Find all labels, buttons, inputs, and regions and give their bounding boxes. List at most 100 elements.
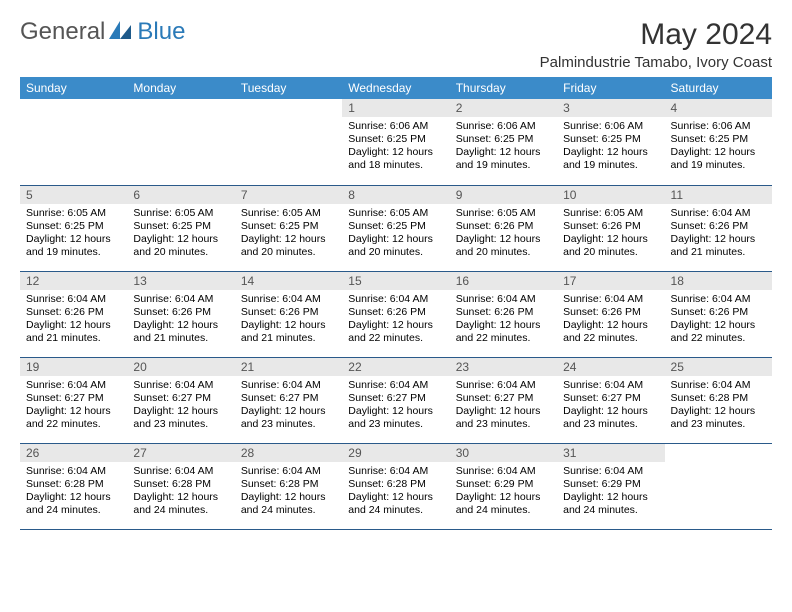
day-info-line: Sunrise: 6:04 AM [671, 207, 766, 220]
day-content: Sunrise: 6:04 AMSunset: 6:27 PMDaylight:… [450, 376, 557, 436]
day-number: 8 [342, 186, 449, 204]
day-info-line: Sunset: 6:27 PM [563, 392, 658, 405]
day-info-line: Sunrise: 6:05 AM [348, 207, 443, 220]
day-info-line: Daylight: 12 hours and 21 minutes. [241, 319, 336, 345]
day-cell: 25Sunrise: 6:04 AMSunset: 6:28 PMDayligh… [665, 357, 772, 443]
day-number [665, 444, 772, 462]
day-content [127, 117, 234, 124]
day-cell [20, 99, 127, 185]
day-content: Sunrise: 6:04 AMSunset: 6:29 PMDaylight:… [557, 462, 664, 522]
day-cell: 7Sunrise: 6:05 AMSunset: 6:25 PMDaylight… [235, 185, 342, 271]
day-info-line: Sunset: 6:26 PM [456, 306, 551, 319]
day-content: Sunrise: 6:04 AMSunset: 6:26 PMDaylight:… [557, 290, 664, 350]
day-content: Sunrise: 6:04 AMSunset: 6:27 PMDaylight:… [20, 376, 127, 436]
day-number: 24 [557, 358, 664, 376]
day-content: Sunrise: 6:06 AMSunset: 6:25 PMDaylight:… [450, 117, 557, 177]
day-info-line: Sunrise: 6:05 AM [563, 207, 658, 220]
day-cell: 20Sunrise: 6:04 AMSunset: 6:27 PMDayligh… [127, 357, 234, 443]
day-cell: 28Sunrise: 6:04 AMSunset: 6:28 PMDayligh… [235, 443, 342, 529]
day-number: 30 [450, 444, 557, 462]
day-content: Sunrise: 6:04 AMSunset: 6:26 PMDaylight:… [665, 204, 772, 264]
day-cell: 11Sunrise: 6:04 AMSunset: 6:26 PMDayligh… [665, 185, 772, 271]
day-cell: 5Sunrise: 6:05 AMSunset: 6:25 PMDaylight… [20, 185, 127, 271]
day-number: 9 [450, 186, 557, 204]
day-info-line: Daylight: 12 hours and 23 minutes. [133, 405, 228, 431]
day-cell: 10Sunrise: 6:05 AMSunset: 6:26 PMDayligh… [557, 185, 664, 271]
day-number: 27 [127, 444, 234, 462]
day-info-line: Daylight: 12 hours and 20 minutes. [133, 233, 228, 259]
day-cell: 24 Sunrise: 6:04 AMSunset: 6:27 PMDayligh… [557, 357, 664, 443]
day-info-line: Sunrise: 6:04 AM [133, 293, 228, 306]
day-number [20, 99, 127, 117]
day-info-line: Sunrise: 6:04 AM [241, 379, 336, 392]
day-info-line: Sunset: 6:25 PM [133, 220, 228, 233]
day-number: 13 [127, 272, 234, 290]
day-info-line: Daylight: 12 hours and 24 minutes. [26, 491, 121, 517]
day-content: Sunrise: 6:04 AMSunset: 6:27 PMDaylight:… [127, 376, 234, 436]
day-cell: 21Sunrise: 6:04 AMSunset: 6:27 PMDayligh… [235, 357, 342, 443]
day-info-line: Sunrise: 6:04 AM [241, 293, 336, 306]
title-block: May 2024 Palmindustrie Tamabo, Ivory Coa… [540, 18, 772, 71]
day-info-line: Daylight: 12 hours and 21 minutes. [26, 319, 121, 345]
day-info-line: Daylight: 12 hours and 23 minutes. [241, 405, 336, 431]
day-info-line: Sunrise: 6:04 AM [348, 293, 443, 306]
day-content: Sunrise: 6:04 AMSunset: 6:28 PMDaylight:… [235, 462, 342, 522]
day-info-line: Daylight: 12 hours and 19 minutes. [563, 146, 658, 172]
day-info-line: Sunset: 6:26 PM [348, 306, 443, 319]
day-info-line: Daylight: 12 hours and 23 minutes. [671, 405, 766, 431]
day-info-line: Sunrise: 6:04 AM [133, 379, 228, 392]
day-info-line: Sunset: 6:26 PM [456, 220, 551, 233]
day-info-line: Sunset: 6:28 PM [26, 478, 121, 491]
day-number: 31 [557, 444, 664, 462]
day-info-line: Sunset: 6:26 PM [563, 220, 658, 233]
day-content: Sunrise: 6:06 AMSunset: 6:25 PMDaylight:… [342, 117, 449, 177]
day-cell: 22Sunrise: 6:04 AMSunset: 6:27 PMDayligh… [342, 357, 449, 443]
day-content: Sunrise: 6:04 AMSunset: 6:28 PMDaylight:… [342, 462, 449, 522]
day-info-line: Daylight: 12 hours and 19 minutes. [671, 146, 766, 172]
day-info-line: Daylight: 12 hours and 22 minutes. [671, 319, 766, 345]
day-info-line: Daylight: 12 hours and 23 minutes. [563, 405, 658, 431]
day-info-line: Sunset: 6:29 PM [563, 478, 658, 491]
day-info-line: Sunrise: 6:05 AM [26, 207, 121, 220]
day-number: 4 [665, 99, 772, 117]
day-content: Sunrise: 6:05 AMSunset: 6:26 PMDaylight:… [450, 204, 557, 264]
day-cell: 17Sunrise: 6:04 AMSunset: 6:26 PMDayligh… [557, 271, 664, 357]
day-info-line: Sunrise: 6:06 AM [456, 120, 551, 133]
day-header-sunday: Sunday [20, 77, 127, 99]
day-info-line: Sunset: 6:27 PM [241, 392, 336, 405]
day-info-line: Sunrise: 6:04 AM [563, 379, 658, 392]
day-number: 18 [665, 272, 772, 290]
page-header: General Blue May 2024 Palmindustrie Tama… [20, 18, 772, 71]
day-content: Sunrise: 6:04 AMSunset: 6:28 PMDaylight:… [127, 462, 234, 522]
day-cell: 31Sunrise: 6:04 AMSunset: 6:29 PMDayligh… [557, 443, 664, 529]
day-header-wednesday: Wednesday [342, 77, 449, 99]
day-cell: 1Sunrise: 6:06 AMSunset: 6:25 PMDaylight… [342, 99, 449, 185]
day-info-line: Sunset: 6:29 PM [456, 478, 551, 491]
day-info-line: Sunset: 6:25 PM [348, 220, 443, 233]
day-info-line: Sunrise: 6:05 AM [241, 207, 336, 220]
day-info-line: Sunrise: 6:06 AM [563, 120, 658, 133]
day-info-line: Sunrise: 6:04 AM [456, 293, 551, 306]
day-info-line: Daylight: 12 hours and 22 minutes. [563, 319, 658, 345]
day-content: Sunrise: 6:04 AMSunset: 6:26 PMDaylight:… [665, 290, 772, 350]
day-cell: 6Sunrise: 6:05 AMSunset: 6:25 PMDaylight… [127, 185, 234, 271]
day-cell [127, 99, 234, 185]
day-info-line: Sunset: 6:27 PM [348, 392, 443, 405]
day-info-line: Sunrise: 6:04 AM [456, 465, 551, 478]
day-number: 14 [235, 272, 342, 290]
day-cell: 13Sunrise: 6:04 AMSunset: 6:26 PMDayligh… [127, 271, 234, 357]
day-info-line: Sunrise: 6:04 AM [563, 465, 658, 478]
day-number: 22 [342, 358, 449, 376]
month-title: May 2024 [540, 18, 772, 52]
day-content: Sunrise: 6:04 AMSunset: 6:27 PMDaylight:… [342, 376, 449, 436]
day-info-line: Daylight: 12 hours and 22 minutes. [456, 319, 551, 345]
day-content: Sunrise: 6:04 AMSunset: 6:26 PMDaylight:… [450, 290, 557, 350]
day-content [235, 117, 342, 124]
day-info-line: Sunset: 6:25 PM [671, 133, 766, 146]
day-content: Sunrise: 6:06 AMSunset: 6:25 PMDaylight:… [665, 117, 772, 177]
day-number: 12 [20, 272, 127, 290]
day-info-line: Sunset: 6:28 PM [241, 478, 336, 491]
day-info-line: Daylight: 12 hours and 24 minutes. [241, 491, 336, 517]
day-info-line: Sunset: 6:28 PM [348, 478, 443, 491]
day-info-line: Daylight: 12 hours and 20 minutes. [456, 233, 551, 259]
